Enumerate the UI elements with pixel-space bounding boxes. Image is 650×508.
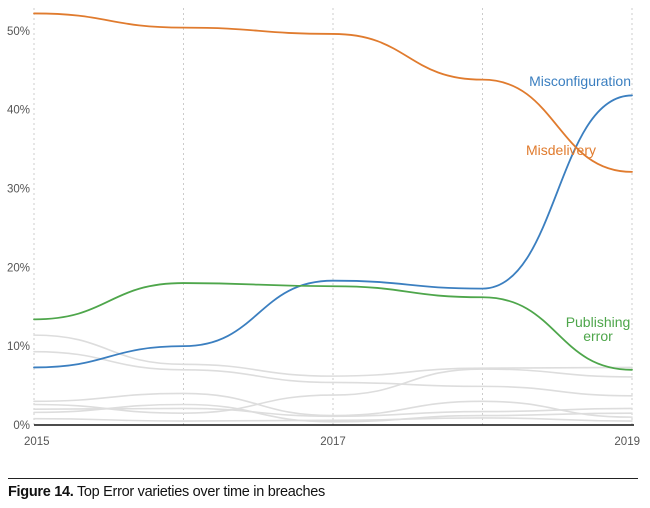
highlighted-series	[33, 12, 633, 371]
publishing-error-label-line2: error	[583, 328, 613, 344]
y-tick-label: 20%	[7, 262, 30, 274]
figure-caption-text: Top Error varieties over time in breache…	[73, 484, 325, 500]
figure-number: Figure 14.	[8, 484, 74, 500]
figure-caption: Figure 14. Top Error varieties over time…	[8, 484, 325, 500]
x-axis-ticks: 2015 2017 2019	[24, 436, 640, 448]
x-tick-label: 2015	[24, 436, 50, 448]
line-chart: 0% 10% 20% 30% 40% 50% 2015 2017 2019 Misconfig…	[7, 8, 640, 448]
y-tick-label: 50%	[7, 26, 30, 38]
caption-rule	[8, 478, 638, 479]
other-error-line-9	[33, 417, 633, 422]
other-error-line-6	[33, 368, 633, 414]
other-error-line-4	[33, 350, 633, 397]
misconfiguration-line	[33, 94, 633, 369]
y-tick-label: 0%	[13, 420, 30, 432]
y-axis-ticks: 0% 10% 20% 30% 40% 50%	[7, 26, 30, 432]
other-error-line-8	[33, 403, 633, 423]
other-error-line-7	[33, 407, 633, 418]
misdelivery-line	[33, 12, 633, 173]
publishing-error-line	[33, 282, 633, 371]
y-tick-label: 10%	[7, 341, 30, 353]
publishing-error-label-line1: Publishing	[566, 314, 631, 330]
misconfiguration-label: Misconfiguration	[529, 73, 631, 89]
background-series	[33, 334, 633, 423]
y-tick-label: 40%	[7, 105, 30, 117]
y-tick-label: 30%	[7, 183, 30, 195]
misdelivery-label: Misdelivery	[526, 142, 596, 158]
x-tick-label: 2019	[614, 436, 640, 448]
other-error-line-3	[33, 334, 633, 377]
vertical-gridlines	[33, 8, 633, 425]
x-tick-label: 2017	[320, 436, 346, 448]
